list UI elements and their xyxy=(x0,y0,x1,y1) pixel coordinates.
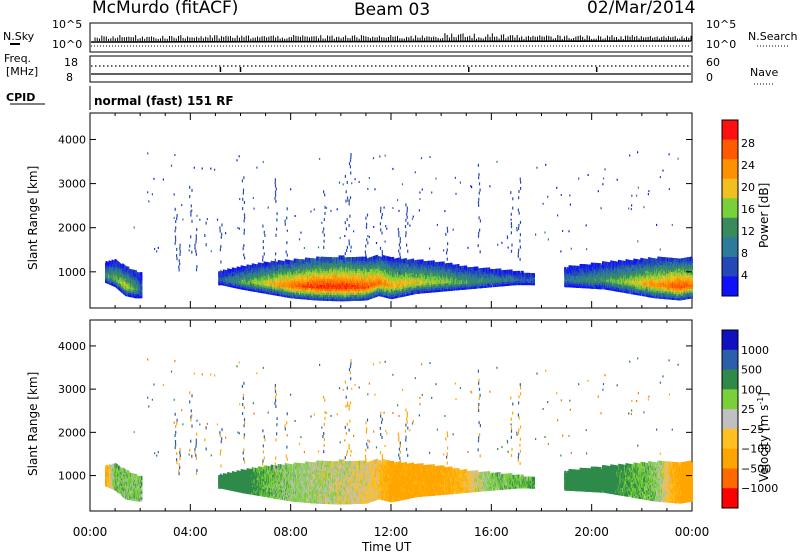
power-cell xyxy=(141,272,142,276)
noise-tick-left-bottom: 10^0 xyxy=(52,38,82,51)
freq-marks xyxy=(220,67,596,72)
nave-label: Nave xyxy=(750,66,778,79)
freq-tick-bottom: 8 xyxy=(66,71,73,84)
freq-panel: Freq. [MHz] 18 8 60 0 Nave xyxy=(4,52,778,84)
noise-trace xyxy=(91,33,691,46)
radar-summary-figure: N.Sky N.Search 10^5 10^0 10^5 10^0 Freq.… xyxy=(0,0,800,554)
cpid-panel: CPID normal (fast) 151 RF xyxy=(6,86,234,110)
nave-tick-bottom: 0 xyxy=(706,71,713,84)
noise-tick-right-bottom: 10^0 xyxy=(706,38,736,51)
freq-label-1: Freq. xyxy=(4,52,31,65)
nsky-trace xyxy=(91,41,691,42)
cpid-label: CPID xyxy=(6,91,35,104)
freq-label-2: [MHz] xyxy=(6,65,38,78)
noise-tick-left-top: 10^5 xyxy=(52,18,82,31)
noise-panel: N.Sky N.Search 10^5 10^0 10^5 10^0 xyxy=(3,18,798,52)
cpid-text: normal (fast) 151 RF xyxy=(94,94,234,108)
freq-tick-top: 18 xyxy=(64,56,78,69)
power-cell xyxy=(254,264,255,268)
nsky-label: N.Sky xyxy=(3,30,35,43)
nave-tick-top: 60 xyxy=(706,56,720,69)
noise-tick-right-top: 10^5 xyxy=(706,18,736,31)
nsearch-label: N.Search xyxy=(748,30,798,43)
